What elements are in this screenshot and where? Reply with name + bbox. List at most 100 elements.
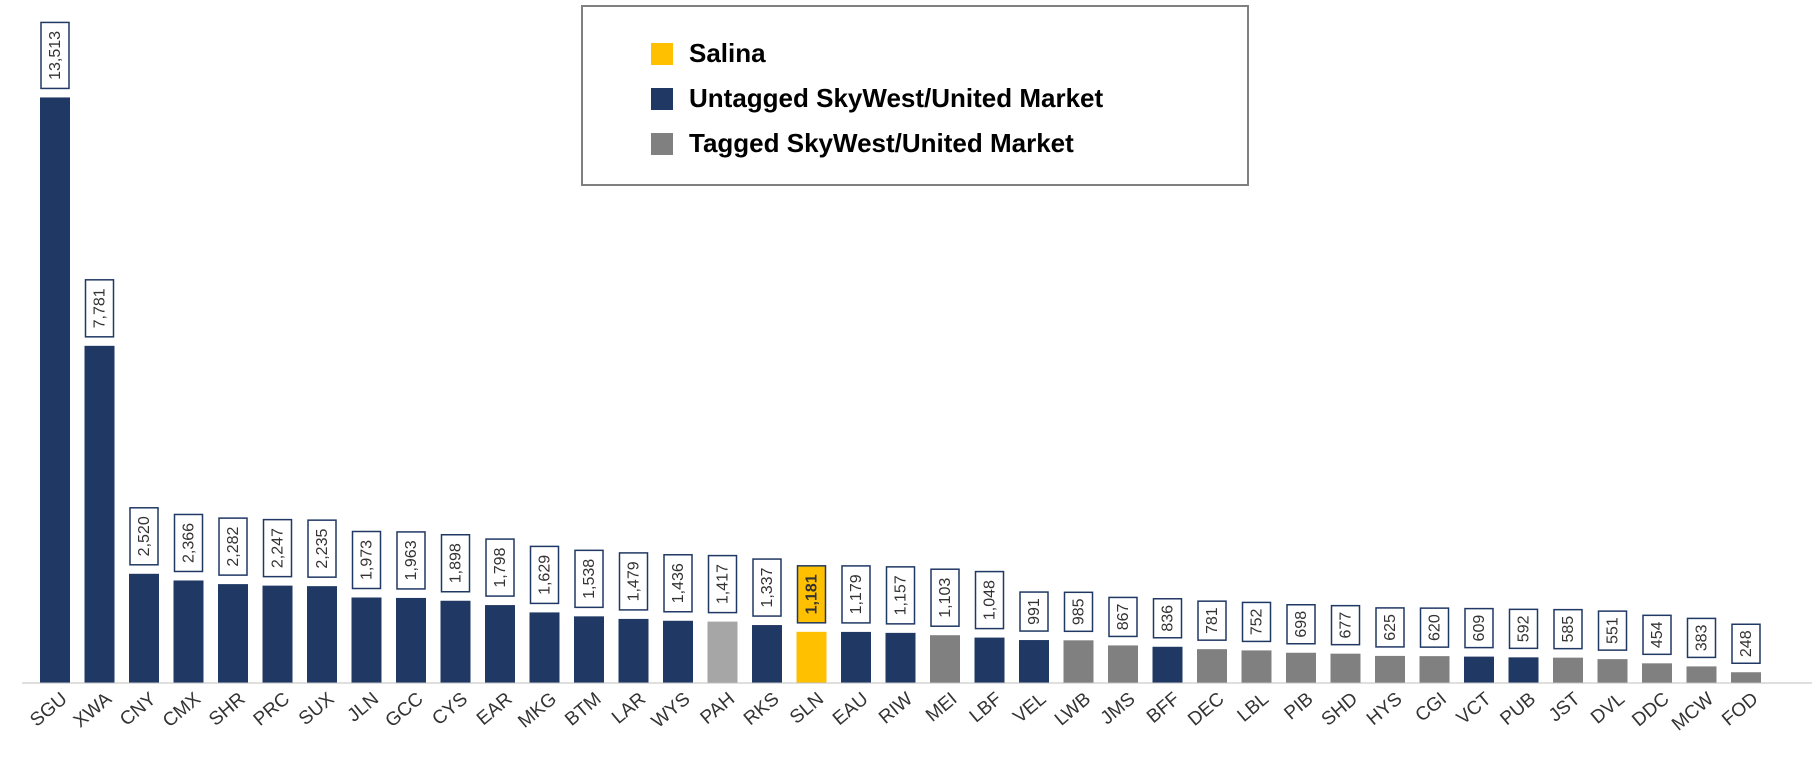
- bar: [1642, 663, 1672, 683]
- value-label: 1,048: [982, 580, 999, 620]
- value-label: 1,103: [937, 578, 954, 618]
- x-tick-label: LBL: [1234, 689, 1273, 727]
- x-tick-label: XWA: [70, 688, 116, 732]
- x-tick-label: LAR: [608, 689, 650, 729]
- x-tick-label: CGI: [1412, 689, 1451, 727]
- x-tick-label: DDC: [1628, 689, 1673, 732]
- x-tick-label: BFF: [1143, 689, 1184, 728]
- value-label-box: [396, 531, 426, 590]
- x-tick-label: SGU: [26, 689, 71, 732]
- value-label-box: [1553, 608, 1583, 650]
- x-tick-label: JST: [1545, 688, 1585, 726]
- value-label: 2,366: [181, 523, 198, 563]
- value-label: 2,247: [270, 528, 287, 568]
- x-tick-label: CMX: [159, 688, 205, 731]
- value-label: 2,235: [314, 529, 331, 569]
- legend-label: Salina: [689, 38, 766, 68]
- x-tick-label: EAR: [473, 689, 516, 730]
- bar: [440, 600, 471, 683]
- bar: [1108, 645, 1138, 683]
- legend-swatch: [651, 43, 673, 65]
- bar: [618, 618, 649, 683]
- value-label: 1,337: [759, 567, 776, 607]
- bar: [1330, 653, 1361, 683]
- x-tick-label: BTM: [561, 689, 605, 731]
- value-label-box: [707, 554, 738, 614]
- bar: [307, 586, 337, 683]
- bar: [796, 631, 827, 683]
- value-label-box: [618, 552, 649, 611]
- x-tick-label: PAH: [697, 689, 739, 729]
- value-label-box: [1686, 617, 1717, 659]
- bar: [752, 625, 782, 683]
- legend-swatch: [651, 88, 673, 110]
- bar: [1686, 666, 1717, 683]
- value-label: 454: [1649, 621, 1666, 648]
- bar: [707, 621, 738, 683]
- value-label: 585: [1560, 616, 1577, 643]
- value-label: 551: [1605, 617, 1622, 644]
- x-tick-label: HYS: [1363, 689, 1406, 730]
- value-label-box: [1152, 598, 1183, 639]
- value-label-box: [173, 513, 204, 573]
- bar: [1419, 656, 1450, 683]
- value-label: 1,181: [804, 574, 821, 614]
- bar: [84, 345, 115, 683]
- x-tick-label: SHR: [205, 689, 249, 731]
- value-label-box: [663, 554, 693, 613]
- bar: [885, 632, 916, 683]
- x-tick-label: RKS: [740, 689, 783, 730]
- value-label: 383: [1694, 624, 1711, 651]
- x-tick-label: GCC: [382, 689, 428, 732]
- x-tick-label: SLN: [786, 689, 828, 729]
- value-label: 698: [1293, 611, 1310, 638]
- value-label-box: [1464, 607, 1494, 649]
- value-label-box: [974, 570, 1005, 630]
- x-tick-label: CNY: [116, 688, 160, 730]
- bar: [1019, 640, 1049, 683]
- value-label: 752: [1249, 608, 1266, 635]
- bar: [1508, 657, 1539, 683]
- x-tick-label: FOD: [1718, 689, 1762, 731]
- value-label: 1,629: [537, 555, 554, 595]
- value-label: 867: [1115, 603, 1132, 630]
- value-label: 2,282: [225, 526, 242, 566]
- legend-swatch: [651, 133, 673, 155]
- value-label: 1,963: [403, 540, 420, 580]
- x-tick-label: JMS: [1097, 689, 1140, 730]
- value-label: 985: [1071, 598, 1088, 625]
- x-tick-label: DVL: [1587, 689, 1629, 729]
- value-label-box: [307, 519, 337, 578]
- bar: [1597, 659, 1628, 683]
- value-label-box: [1508, 608, 1539, 650]
- value-label: 781: [1204, 607, 1221, 634]
- value-label: 836: [1160, 605, 1177, 632]
- value-label-box: [129, 507, 159, 566]
- value-label: 1,479: [626, 561, 643, 601]
- x-tick-label: LBF: [966, 689, 1006, 727]
- x-tick-label: PIB: [1280, 689, 1317, 725]
- bar: [262, 585, 293, 683]
- x-tick-label: VCT: [1453, 688, 1496, 729]
- value-label-box: [1419, 607, 1450, 648]
- value-label-box: [1597, 610, 1628, 651]
- value-label-box: [574, 549, 604, 609]
- bar: [1464, 656, 1494, 683]
- legend-label: Untagged SkyWest/United Market: [689, 83, 1104, 113]
- value-label-box: [796, 565, 827, 624]
- bar: [1241, 650, 1272, 683]
- value-label: 1,179: [848, 574, 865, 614]
- bar: [529, 612, 560, 683]
- value-label-box: [1063, 591, 1094, 633]
- bar: [1063, 640, 1094, 683]
- x-tick-label: DEC: [1184, 689, 1228, 731]
- legend-box: [581, 5, 1249, 186]
- bar: [930, 635, 960, 683]
- bar: [218, 584, 248, 683]
- value-label: 1,798: [492, 547, 509, 587]
- value-label-box: [1108, 596, 1138, 638]
- value-label: 7,781: [92, 288, 109, 328]
- bar: [974, 637, 1005, 683]
- x-tick-label: EAU: [829, 689, 872, 730]
- x-tick-label: CYS: [429, 689, 472, 730]
